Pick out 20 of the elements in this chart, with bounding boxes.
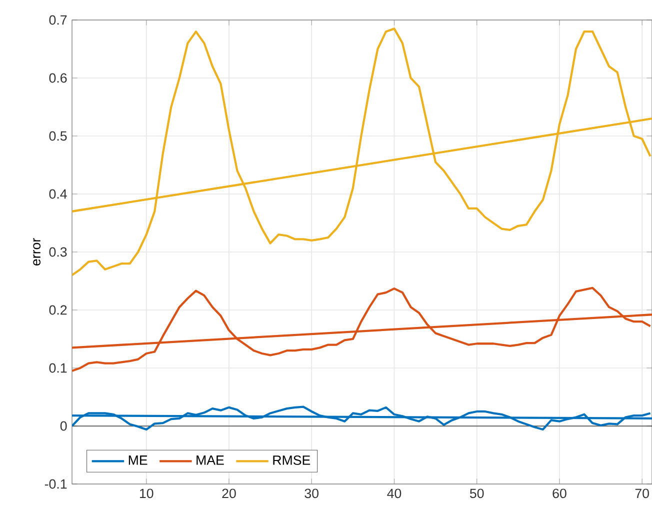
- y-tick-label: 0.3: [49, 247, 67, 257]
- legend-label: ME: [128, 456, 148, 465]
- y-axis-title: error: [33, 238, 40, 266]
- y-tick-label: 0.5: [49, 131, 67, 141]
- x-tick-label: 70: [635, 488, 649, 498]
- x-tick-label: 10: [140, 488, 154, 498]
- y-tick-label: 0: [60, 421, 67, 431]
- y-tick-label: 0.6: [49, 73, 67, 83]
- y-tick-label: 0.7: [49, 15, 67, 25]
- legend-label: RMSE: [273, 455, 310, 465]
- x-tick-label: 40: [387, 488, 402, 498]
- x-tick-label: 60: [552, 488, 566, 498]
- y-tick-label: -0.1: [44, 479, 67, 489]
- y-tick-label: 0.4: [49, 189, 67, 199]
- x-tick-label: 30: [304, 488, 319, 498]
- x-tick-label: 20: [222, 488, 236, 498]
- y-tick-label: 0.2: [49, 305, 67, 315]
- x-tick-label: 50: [470, 488, 484, 498]
- y-tick-label: 0.1: [49, 363, 67, 373]
- legend-label: MAE: [196, 456, 224, 465]
